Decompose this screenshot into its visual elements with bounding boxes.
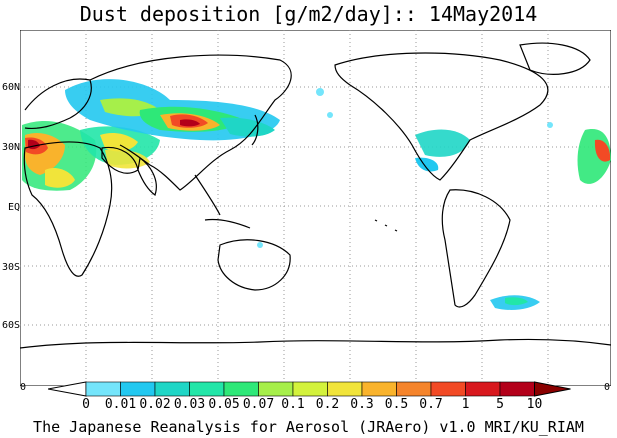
footer-credit: The Japanese Reanalysis for Aerosol (JRA…	[33, 418, 584, 436]
colorbar-arrow-low	[48, 381, 87, 397]
colorbar	[48, 381, 571, 397]
colorbar-label: 0.3	[350, 397, 374, 412]
colorbar-label: 0.01	[104, 397, 137, 412]
lat-label-30s: 30S	[1, 262, 20, 273]
colorbar-cell	[396, 381, 432, 397]
edge-label-right: 0	[604, 382, 611, 393]
colorbar-label: 0.5	[384, 397, 409, 412]
lat-label-60n: 60N	[1, 82, 20, 93]
edge-label-left: 0	[20, 382, 27, 393]
lat-label-30n: 30N	[1, 142, 20, 153]
colorbar-label: 0.05	[208, 397, 240, 412]
colorbar-cell	[223, 381, 259, 397]
colorbar-label: 0.2	[315, 397, 340, 412]
colorbar-cell	[189, 381, 225, 397]
colorbar-cell	[258, 381, 294, 397]
colorbar-cell	[361, 381, 397, 397]
colorbar-label: 10	[526, 397, 543, 412]
colorbar-cell	[327, 381, 363, 397]
colorbar-label: 0.07	[242, 397, 275, 412]
colorbar-label: 0.1	[281, 397, 305, 412]
colorbar-label: 0.02	[139, 397, 171, 412]
colorbar-cell	[154, 381, 190, 397]
lat-label-60s: 60S	[1, 320, 20, 331]
colorbar-cell	[120, 381, 156, 397]
colorbar-cell	[85, 381, 121, 397]
colorbar-cell	[292, 381, 328, 397]
dust-deposition-field	[22, 79, 611, 310]
colorbar-label: 5	[496, 397, 504, 412]
colorbar-cell	[465, 381, 501, 397]
map-gridlines	[20, 30, 611, 386]
coastlines	[20, 42, 611, 349]
colorbar-label: 0.7	[419, 397, 443, 412]
world-map	[20, 30, 611, 386]
colorbar-label: 1	[461, 397, 470, 412]
colorbar-arrow-high	[534, 381, 571, 397]
colorbar-label: 0	[82, 397, 90, 412]
colorbar-label: 0.03	[173, 397, 206, 412]
colorbar-cell	[430, 381, 466, 397]
colorbar-cell	[499, 381, 535, 397]
map-title: Dust deposition [g/m2/day]:: 14May2014	[79, 2, 538, 26]
lat-label-eq: EQ	[7, 202, 20, 213]
